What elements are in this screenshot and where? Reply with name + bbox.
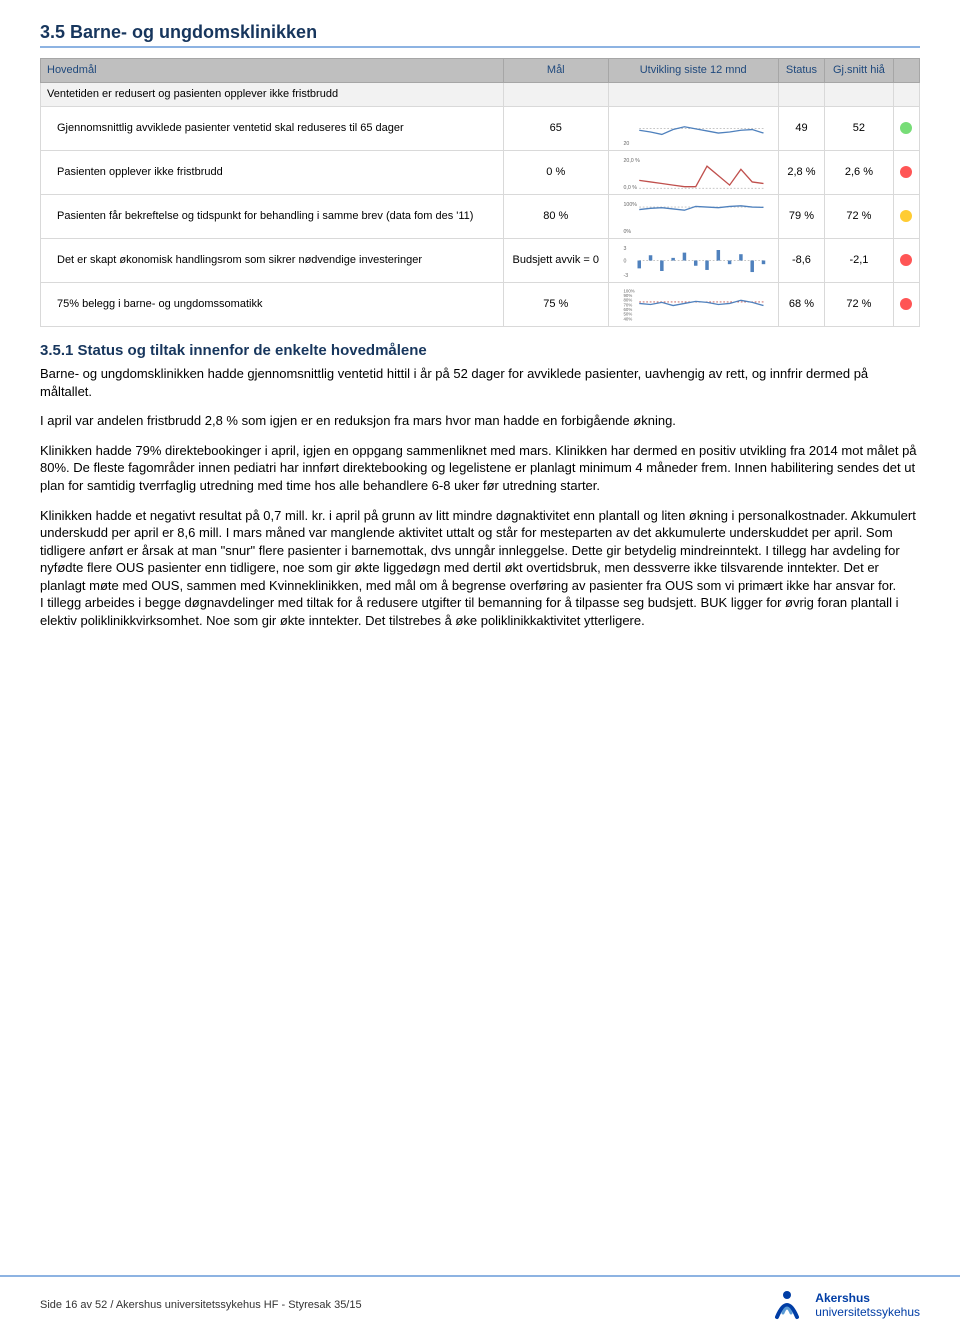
hospital-logo: Akershusuniversitetssykehus [767, 1283, 920, 1328]
row-sparkline: 100%90%80%70%60%50%40% [608, 282, 778, 326]
row-status-dot [893, 282, 919, 326]
body-paragraph: I april var andelen fristbrudd 2,8 % som… [40, 412, 920, 430]
row-maal: 0 % [503, 150, 608, 194]
svg-text:100%: 100% [623, 202, 637, 208]
table-row: Pasienten får bekreftelse og tidspunkt f… [41, 194, 920, 238]
table-row: Gjennomsnittlig avviklede pasienter vent… [41, 106, 920, 150]
sub-title: 3.5.1 Status og tiltak innenfor de enkel… [40, 341, 920, 361]
row-label: 75% belegg i barne- og ungdomssomatikk [41, 282, 504, 326]
svg-text:0,0 %: 0,0 % [623, 185, 637, 190]
body-paragraph: Klinikken hadde 79% direktebookinger i a… [40, 442, 920, 495]
footer-text: Side 16 av 52 / Akershus universitetssyk… [40, 1298, 362, 1313]
svg-text:20,0 %: 20,0 % [623, 158, 640, 164]
row-hiaa: 72 % [825, 194, 893, 238]
col-hovedmaal: Hovedmål [41, 59, 504, 83]
col-dot [893, 59, 919, 83]
body-paragraph: Klinikken hadde et negativt resultat på … [40, 507, 920, 630]
row-status: 68 % [778, 282, 825, 326]
row-sparkline: 100% 0% [608, 194, 778, 238]
svg-text:-3: -3 [623, 273, 628, 278]
col-maal: Mål [503, 59, 608, 83]
status-dot-icon [900, 166, 912, 178]
logo-icon [767, 1283, 807, 1328]
row-status: 2,8 % [778, 150, 825, 194]
row-sparkline: 3 0 -3 [608, 238, 778, 282]
svg-text:40%: 40% [623, 316, 632, 321]
row-status-dot [893, 106, 919, 150]
status-dot-icon [900, 210, 912, 222]
page-footer: Side 16 av 52 / Akershus universitetssyk… [0, 1275, 960, 1338]
row-hiaa: -2,1 [825, 238, 893, 282]
row-hiaa: 72 % [825, 282, 893, 326]
row-status: 49 [778, 106, 825, 150]
svg-text:20: 20 [623, 141, 629, 146]
row-maal: Budsjett avvik = 0 [503, 238, 608, 282]
col-status: Status [778, 59, 825, 83]
row-hiaa: 2,6 % [825, 150, 893, 194]
row-label: Gjennomsnittlig avviklede pasienter vent… [41, 106, 504, 150]
svg-text:0%: 0% [623, 229, 631, 234]
svg-text:0: 0 [623, 258, 626, 264]
svg-text:3: 3 [623, 246, 626, 252]
table-row: 75% belegg i barne- og ungdomssomatikk75… [41, 282, 920, 326]
row-status: -8,6 [778, 238, 825, 282]
row-maal: 75 % [503, 282, 608, 326]
row-maal: 65 [503, 106, 608, 150]
row-label: Pasienten får bekreftelse og tidspunkt f… [41, 194, 504, 238]
body-paragraph: Barne- og ungdomsklinikken hadde gjennom… [40, 365, 920, 400]
row-sparkline: 20 [608, 106, 778, 150]
row-label: Pasienten opplever ikke fristbrudd [41, 150, 504, 194]
status-dot-icon [900, 122, 912, 134]
group-label: Ventetiden er redusert og pasienten oppl… [41, 83, 504, 107]
row-status-dot [893, 194, 919, 238]
col-utvikling: Utvikling siste 12 mnd [608, 59, 778, 83]
table-row: Pasienten opplever ikke fristbrudd0 %20,… [41, 150, 920, 194]
group-row: Ventetiden er redusert og pasienten oppl… [41, 83, 920, 107]
logo-text: Akershusuniversitetssykehus [815, 1292, 920, 1318]
row-sparkline: 20,0 % 0,0 % [608, 150, 778, 194]
table-header-row: Hovedmål Mål Utvikling siste 12 mnd Stat… [41, 59, 920, 83]
row-status-dot [893, 238, 919, 282]
status-dot-icon [900, 254, 912, 266]
kpi-table: Hovedmål Mål Utvikling siste 12 mnd Stat… [40, 58, 920, 327]
status-dot-icon [900, 298, 912, 310]
col-gjsnitt: Gj.snitt hiå [825, 59, 893, 83]
row-maal: 80 % [503, 194, 608, 238]
row-status: 79 % [778, 194, 825, 238]
row-label: Det er skapt økonomisk handlingsrom som … [41, 238, 504, 282]
row-status-dot [893, 150, 919, 194]
section-title: 3.5 Barne- og ungdomsklinikken [40, 20, 920, 48]
table-row: Det er skapt økonomisk handlingsrom som … [41, 238, 920, 282]
row-hiaa: 52 [825, 106, 893, 150]
